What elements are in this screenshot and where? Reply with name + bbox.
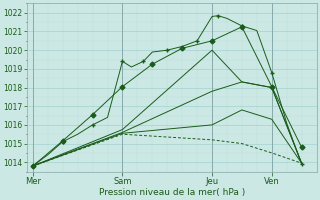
X-axis label: Pression niveau de la mer( hPa ): Pression niveau de la mer( hPa ) [99, 188, 245, 197]
